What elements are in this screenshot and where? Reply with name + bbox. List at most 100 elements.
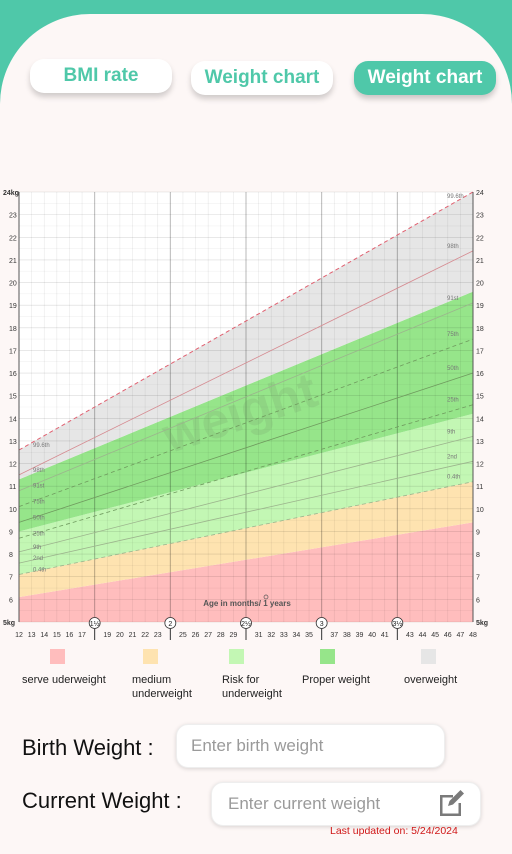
y-tick-label-right: 17 (476, 348, 484, 355)
x-tick-label: 43 (406, 632, 414, 639)
centile-label-left: 99.6th (33, 443, 50, 449)
centile-label-left: 25th (33, 531, 45, 537)
y-tick-label-left: 13 (9, 439, 17, 446)
x-tick-label: 39 (356, 632, 364, 639)
y-tick-label-right: 14 (476, 416, 484, 423)
y-tick-label-left: 9 (9, 529, 13, 536)
x-tick-label: 19 (103, 632, 111, 639)
x-tick-label: 29 (229, 632, 237, 639)
last-updated-text: Last updated on: 5/24/2024 (330, 825, 458, 837)
x-tick-label: 23 (154, 632, 162, 639)
x-tick-label: 12 (15, 632, 23, 639)
x-axis-label: Age in months/ 1 years (203, 599, 291, 608)
x-tick-label: 47 (456, 632, 464, 639)
y-tick-label-left: 7 (9, 575, 13, 582)
centile-label-right: 2nd (447, 454, 457, 460)
y-tick-label-right: 15 (476, 394, 484, 401)
band-4 (19, 192, 473, 480)
x-tick-label: 44 (419, 632, 427, 639)
centile-label-right: 98th (447, 244, 459, 250)
year-marker-circle (164, 617, 177, 629)
y-tick-label-left: 22 (9, 235, 17, 242)
centile-label-right: 0.4th (447, 475, 460, 481)
tab-bmi-rate[interactable]: BMI rate (30, 59, 172, 93)
x-tick-label: 41 (381, 632, 389, 639)
centile-line (18, 338, 474, 507)
x-tick-label: 25 (179, 632, 187, 639)
legend-swatch-risk-underweight (229, 649, 244, 664)
x-tick-label: 38 (343, 632, 351, 639)
current-weight-label: Current Weight : (22, 788, 182, 813)
x-tick-label: 17 (78, 632, 86, 639)
x-tick-label: 48 (469, 632, 477, 639)
year-marker-circle (88, 617, 101, 629)
y-tick-label-right: 18 (476, 326, 484, 333)
x-tick-label: 14 (40, 632, 48, 639)
year-marker-label: 2 (168, 621, 172, 628)
current-weight-input[interactable] (211, 782, 481, 826)
band-0 (19, 522, 473, 622)
y-tick-label-right: 23 (476, 213, 484, 220)
y-tick-label-right: 21 (476, 258, 484, 265)
y-tick-label-right: 11 (476, 484, 483, 491)
centile-label-left: 50th (33, 515, 45, 521)
y-tick-label-right: 9 (476, 529, 480, 536)
x-tick-label: 22 (141, 632, 149, 639)
y-tick-label-right: 10 (476, 507, 484, 514)
tab-weight-chart[interactable]: Weight chart (191, 61, 333, 95)
y-tick-label-left: 21 (9, 258, 17, 265)
y-tick-label-left: 5kg (3, 620, 15, 627)
y-tick-label-left: 23 (9, 213, 17, 220)
band-1 (19, 481, 473, 598)
year-marker-circle (391, 617, 404, 629)
year-marker-label: 2½ (241, 620, 251, 628)
x-tick-label: 15 (53, 632, 61, 639)
legend-label-overweight: overweight (404, 674, 458, 686)
x-tick-label: 46 (444, 632, 452, 639)
legend-swatch-medium-underweight (143, 649, 158, 664)
x-tick-label: 45 (431, 632, 439, 639)
centile-label-right: 91st (447, 296, 459, 302)
x-tick-label: 31 (255, 632, 263, 639)
centile-label-right: 99.6th (447, 194, 464, 200)
centile-line (18, 404, 474, 539)
edit-icon[interactable] (437, 789, 467, 817)
birth-weight-input[interactable] (176, 724, 445, 768)
centile-label-left: 0.4th (33, 567, 46, 573)
centile-line (18, 302, 474, 492)
birth-weight-label: Birth Weight : (22, 735, 154, 760)
y-tick-label-left: 14 (9, 416, 17, 423)
y-tick-label-right: 13 (476, 439, 484, 446)
y-tick-label-right: 20 (476, 281, 484, 288)
centile-label-right: 50th (447, 366, 459, 372)
y-tick-label-left: 8 (9, 552, 13, 559)
year-marker-circle (315, 617, 328, 629)
y-tick-label-left: 17 (9, 348, 17, 355)
legend-label-medium-underweight: medium underweight (132, 674, 192, 700)
y-tick-label-left: 24kg (3, 190, 19, 197)
centile-label-left: 9th (33, 545, 41, 551)
x-tick-label: 32 (267, 632, 275, 639)
x-tick-label: 21 (129, 632, 137, 639)
x-tick-label: 33 (280, 632, 288, 639)
legend-label-serve-underweight: serve uderweight (22, 674, 106, 686)
y-tick-label-right: 6 (476, 597, 480, 604)
centile-label-right: 75th (447, 332, 459, 338)
y-tick-label-right: 12 (476, 462, 484, 469)
y-tick-label-left: 16 (9, 371, 17, 378)
centile-line (18, 250, 474, 476)
y-tick-label-right: 16 (476, 371, 484, 378)
y-tick-label-right: 19 (476, 303, 484, 310)
band-3 (19, 291, 473, 532)
x-tick-label: 13 (28, 632, 36, 639)
year-marker-label: 1½ (90, 620, 100, 628)
centile-label-left: 91st (33, 484, 45, 490)
tab-weight-chart-active[interactable]: Weight chart (354, 61, 496, 95)
legend-swatch-proper-weight (320, 649, 335, 664)
centile-label-right: 25th (447, 398, 459, 404)
centile-line (18, 372, 474, 523)
y-tick-label-left: 18 (9, 326, 17, 333)
x-tick-label: 40 (368, 632, 376, 639)
legend-swatch-overweight (421, 649, 436, 664)
x-tick-label: 16 (66, 632, 74, 639)
